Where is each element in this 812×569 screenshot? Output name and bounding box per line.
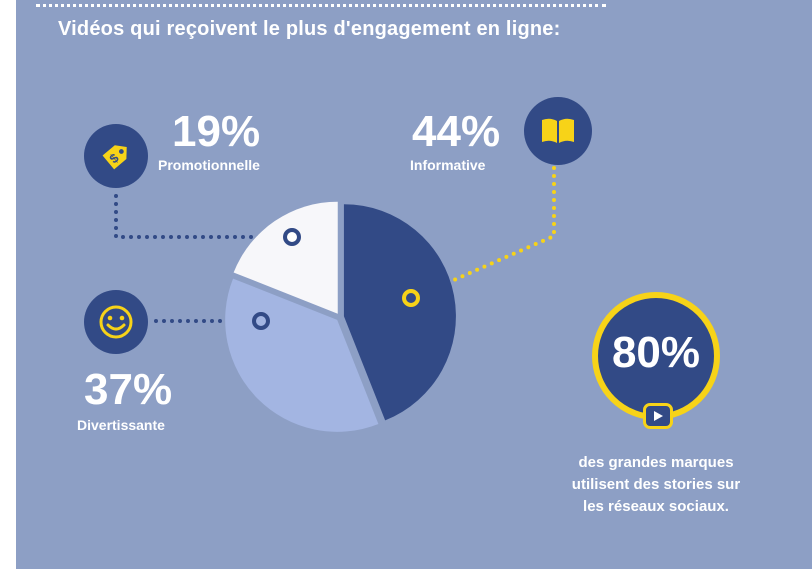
connector-end-promotionnelle (283, 228, 301, 246)
stat-value: 80% (611, 328, 701, 377)
stat-circle (592, 292, 720, 420)
connector-end-informative (402, 289, 420, 307)
slice-value-promotionnelle: 19% (172, 107, 261, 156)
book-icon (524, 97, 592, 165)
play-icon (643, 403, 673, 429)
connector-promotionnelle (114, 194, 292, 239)
stat-caption-line-3: les réseaux sociaux. (583, 498, 729, 515)
pie-slice-promotionnelle (233, 201, 338, 314)
price-tag-icon: $ (84, 124, 148, 188)
chart-title: Vidéos qui reçoivent le plus d'engagemen… (58, 18, 561, 40)
stat-caption-line-1: des grandes marques (578, 454, 734, 471)
slice-value-divertissante: 37% (84, 365, 173, 414)
slice-label-promotionnelle: Promotionnelle (158, 157, 260, 173)
pie-slice-informative (343, 204, 456, 421)
connector-informative (411, 166, 556, 300)
top-dotted-divider (36, 4, 606, 7)
smiley-icon (84, 290, 148, 354)
stat-caption-line-2: utilisent des stories sur (571, 476, 741, 493)
slice-label-informative: Informative (410, 157, 486, 173)
connector-end-divertissante (252, 312, 270, 330)
left-margin (0, 0, 16, 569)
stat-caption: des grandes marques utilisent des storie… (548, 452, 764, 518)
slice-value-informative: 44% (412, 107, 501, 156)
slice-label-divertissante: Divertissante (77, 417, 165, 433)
